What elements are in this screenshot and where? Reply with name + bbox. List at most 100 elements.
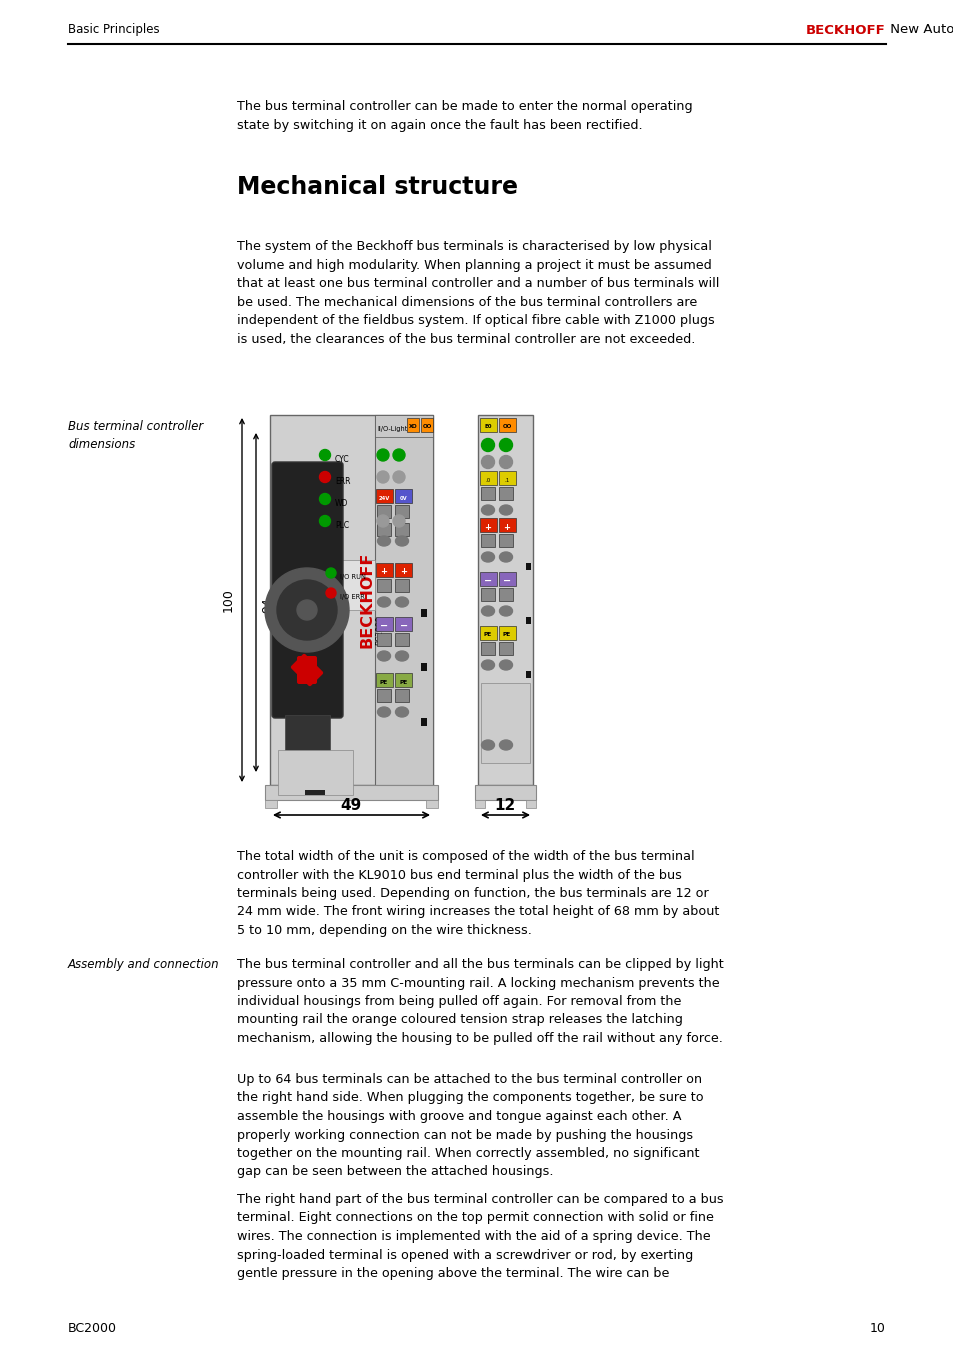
Bar [395, 505, 409, 517]
Bar [270, 415, 433, 785]
Ellipse shape [499, 661, 512, 670]
Text: .1: .1 [504, 477, 509, 482]
Bar [525, 563, 531, 570]
Circle shape [319, 450, 330, 461]
Bar [395, 673, 412, 688]
Bar [426, 800, 437, 808]
Text: BC2000: BC2000 [68, 1321, 117, 1335]
Bar [480, 642, 495, 655]
Bar [375, 617, 393, 631]
Bar [376, 523, 391, 536]
Circle shape [393, 471, 405, 484]
Bar [395, 617, 412, 631]
Bar [498, 534, 513, 547]
Text: BC2000: BC2000 [375, 615, 384, 644]
Text: 12: 12 [494, 797, 515, 812]
Ellipse shape [481, 553, 494, 562]
Bar [420, 717, 427, 725]
Text: CYC: CYC [335, 454, 349, 463]
Text: 94: 94 [261, 597, 274, 613]
Bar [395, 489, 412, 503]
Text: 10: 10 [869, 1321, 885, 1335]
Bar [420, 663, 427, 671]
Bar [498, 417, 516, 432]
Bar [498, 471, 516, 485]
Bar [327, 561, 375, 611]
Bar [498, 588, 513, 601]
Bar [525, 617, 531, 624]
Text: PE: PE [379, 680, 388, 685]
Text: Up to 64 bus terminals can be attached to the bus terminal controller on
the rig: Up to 64 bus terminals can be attached t… [236, 1073, 703, 1178]
Text: 100: 100 [221, 588, 234, 612]
Bar [395, 523, 409, 536]
Ellipse shape [377, 707, 390, 717]
Bar [479, 471, 497, 485]
Text: The system of the Beckhoff bus terminals is characterised by low physical
volume: The system of the Beckhoff bus terminals… [236, 240, 719, 346]
Text: The bus terminal controller can be made to enter the normal operating
state by s: The bus terminal controller can be made … [236, 100, 692, 131]
Bar [375, 415, 433, 436]
Text: Assembly and connection: Assembly and connection [68, 958, 219, 971]
Text: OO: OO [502, 424, 511, 430]
Text: PLC: PLC [335, 520, 349, 530]
Bar [498, 571, 516, 586]
Bar [376, 634, 391, 646]
Text: −: − [379, 621, 388, 631]
Ellipse shape [499, 740, 512, 750]
Bar [480, 534, 495, 547]
Text: −: − [399, 621, 408, 631]
Bar [477, 415, 533, 785]
Bar [285, 715, 330, 750]
Bar [498, 517, 516, 532]
Bar [277, 750, 353, 794]
Text: The bus terminal controller and all the bus terminals can be clipped by light
pr: The bus terminal controller and all the … [236, 958, 723, 1046]
Text: +: + [484, 523, 491, 531]
Bar [479, 417, 497, 432]
Text: The right hand part of the bus terminal controller can be compared to a bus
term: The right hand part of the bus terminal … [236, 1193, 723, 1279]
Text: 49: 49 [340, 797, 361, 812]
Circle shape [499, 455, 512, 469]
Ellipse shape [499, 607, 512, 616]
Ellipse shape [395, 536, 408, 546]
Bar [475, 800, 484, 808]
Bar [480, 486, 495, 500]
Circle shape [326, 588, 335, 598]
FancyBboxPatch shape [296, 657, 316, 684]
Bar [375, 673, 393, 688]
Text: +: + [400, 567, 407, 577]
Ellipse shape [481, 740, 494, 750]
Ellipse shape [377, 651, 390, 661]
Bar [480, 588, 495, 601]
Bar [395, 580, 409, 592]
Bar [525, 671, 531, 678]
Bar [375, 489, 393, 503]
Ellipse shape [499, 505, 512, 515]
Text: 0V: 0V [399, 496, 408, 500]
Text: +: + [380, 567, 387, 577]
Ellipse shape [395, 707, 408, 717]
Text: I/O ERR: I/O ERR [339, 594, 364, 600]
Bar [376, 505, 391, 517]
Ellipse shape [499, 553, 512, 562]
Ellipse shape [395, 597, 408, 607]
Bar [479, 571, 497, 586]
Text: +: + [503, 523, 510, 531]
Text: Basic Principles: Basic Principles [68, 23, 159, 36]
Bar [305, 790, 325, 794]
Text: New Automation Technology: New Automation Technology [885, 23, 953, 36]
Bar [475, 785, 536, 800]
Ellipse shape [377, 536, 390, 546]
Circle shape [393, 515, 405, 527]
Circle shape [319, 471, 330, 482]
Bar [407, 417, 418, 432]
Text: I/O RUN: I/O RUN [339, 574, 366, 580]
Circle shape [326, 567, 335, 578]
Text: E0: E0 [484, 424, 491, 430]
Text: The total width of the unit is composed of the width of the bus terminal
control: The total width of the unit is composed … [236, 850, 719, 938]
Text: PE: PE [502, 632, 511, 638]
Bar [498, 486, 513, 500]
Ellipse shape [395, 651, 408, 661]
Ellipse shape [481, 607, 494, 616]
Bar [375, 415, 433, 785]
FancyBboxPatch shape [272, 462, 343, 717]
Circle shape [319, 516, 330, 527]
